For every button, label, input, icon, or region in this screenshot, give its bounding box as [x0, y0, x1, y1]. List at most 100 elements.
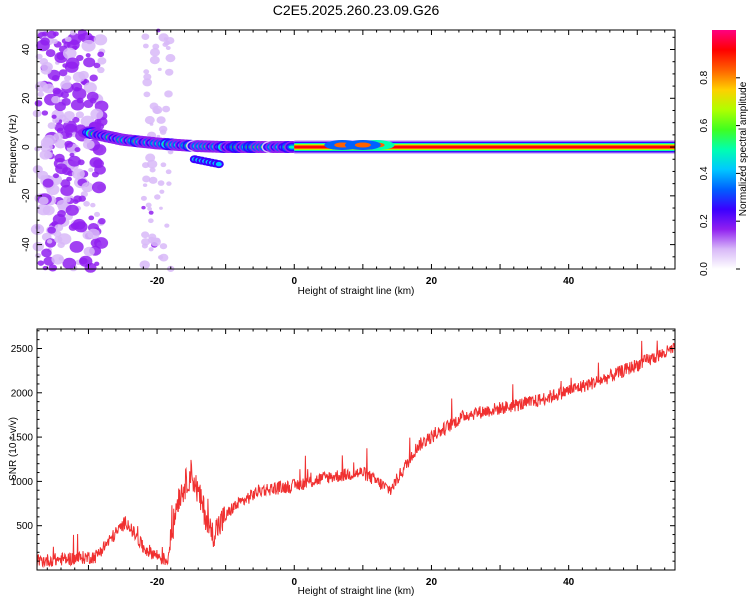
heatmap-y-ticks: -40 -20 0 20 40: [21, 36, 675, 270]
heatmap-noise-blob: [54, 224, 64, 232]
heatmap-noise-blob: [149, 55, 160, 65]
heatmap-noise-blob: [72, 71, 86, 83]
heatmap-noise-blob: [141, 238, 151, 246]
snr-x-tick-label: -20: [150, 577, 165, 588]
heatmap-noise-blob: [145, 153, 156, 162]
heatmap-noise-blob: [143, 69, 150, 75]
heatmap-noise-blob: [67, 39, 80, 51]
heatmap-noise-blob: [60, 80, 72, 90]
heatmap-noise-blob: [162, 42, 169, 47]
heatmap-noise-blob: [63, 41, 71, 48]
colorbar: 0.0 0.2 0.4 0.6 0.8 Normalized spectral ampl…: [699, 30, 749, 276]
heatmap-noise-blob: [51, 114, 57, 119]
heatmap-noise-blob: [159, 253, 169, 262]
heatmap-noise-blob: [94, 261, 100, 267]
snr-frame: [36, 328, 676, 571]
heatmap-noise-blob: [165, 53, 176, 63]
heatmap-noise-blob: [98, 218, 106, 225]
heatmap-noise-blob: [46, 239, 53, 244]
heatmap-noise-blob: [38, 196, 49, 206]
heatmap-noise-blob: [62, 257, 77, 270]
snr-xlabel: Height of straight line (km): [298, 586, 415, 597]
heatmap-noise-blob: [165, 169, 172, 175]
heatmap-noise-blob: [81, 182, 94, 193]
heatmap-noise-blob: [141, 231, 150, 239]
heatmap-noise-blob: [64, 140, 73, 148]
heatmap-noise-blob: [69, 241, 84, 253]
heatmap-noise-blob: [146, 159, 158, 169]
heatmap-noise-blob: [68, 223, 78, 231]
heatmap-noise-blob: [148, 176, 158, 184]
heatmap-noise-blob: [97, 66, 105, 74]
heatmap-noise-blob: [165, 36, 175, 45]
heatmap-noise-blob: [83, 137, 91, 144]
heatmap-noise-blob: [74, 147, 81, 153]
heatmap-noise-blob: [90, 108, 104, 120]
heatmap-noise-blob: [143, 73, 152, 81]
heatmap-y-tick-label: 40: [21, 44, 32, 56]
heatmap-noise-blob: [142, 183, 148, 187]
heatmap-noise-blob: [156, 116, 166, 124]
heatmap-noise-blob: [159, 243, 168, 250]
heatmap-noise-blob: [147, 206, 152, 211]
snr-y-ticks: 500 1000 1500 2000 2500: [11, 330, 675, 571]
heatmap-noise-blob: [89, 157, 103, 168]
heatmap-y-tick-label: -40: [21, 237, 32, 252]
heatmap-noise-blob: [52, 87, 61, 95]
snr-background: [37, 329, 675, 570]
heatmap-x-tick-label: -20: [150, 276, 165, 287]
heatmap-noise-blob: [30, 223, 45, 235]
heatmap-noise-blob: [66, 176, 72, 182]
heatmap-noise-blob: [39, 150, 51, 160]
heatmap-noise-blob: [159, 206, 163, 210]
heatmap-noise-blob: [90, 202, 96, 208]
heatmap-noise-blob: [143, 91, 151, 98]
heatmap-noise-blob: [41, 110, 49, 116]
heatmap-x-tick-label: 20: [426, 276, 438, 287]
heatmap-noise-blob: [96, 123, 105, 130]
heatmap-noise-blob: [152, 105, 163, 115]
snr-x-tick-label: 0: [291, 577, 297, 588]
heatmap-noise-blob: [64, 36, 72, 42]
heatmap-noise-blob: [62, 47, 77, 60]
heatmap-noise-blob: [149, 167, 156, 173]
chart-title: C2E5.2025.260.23.09.G26: [272, 2, 440, 18]
heatmap-y-tick-label: 0: [21, 144, 32, 150]
heatmap-noise-blob: [164, 223, 170, 228]
heatmap-noise-blob: [85, 53, 91, 58]
heatmap-noise-blob: [165, 68, 174, 76]
heatmap-noise-blob: [83, 57, 96, 68]
colorbar-tick-label: 0.8: [699, 70, 710, 84]
heatmap-noise-blob: [141, 243, 148, 249]
heatmap-noise-blob: [35, 81, 48, 92]
heatmap-x-tick-label: 0: [291, 276, 297, 287]
heatmap-noise-blob: [62, 120, 77, 133]
heatmap-noise-blob: [41, 61, 53, 72]
heatmap-noise-blob: [71, 168, 85, 180]
heatmap-noise-blob: [141, 205, 146, 210]
heatmap-noise-blob: [88, 215, 95, 221]
heatmap-noise-blob: [157, 67, 162, 72]
heatmap-noise-blob: [51, 95, 61, 104]
heatmap-noise-blob: [93, 211, 101, 217]
heatmap-noise-blob: [148, 218, 154, 224]
heatmap-noise-blob: [65, 132, 73, 138]
heatmap-noise-blob: [45, 49, 56, 58]
snr-y-tick-label: 1500: [11, 433, 34, 444]
snr-y-tick-label: 500: [16, 521, 33, 532]
heatmap-noise-blob: [77, 33, 86, 41]
heatmap-noise-blob: [160, 162, 167, 168]
heatmap-y-tick-label: -20: [21, 188, 32, 203]
colorbar-ticks: 0.0 0.2 0.4 0.6 0.8: [699, 70, 740, 276]
heatmap-noise-blob: [63, 196, 71, 203]
heatmap-noise-blob: [53, 173, 60, 179]
heatmap-noise-blob: [145, 202, 152, 208]
snr-x-tick-label: 20: [426, 577, 438, 588]
heatmap-noise-blob: [81, 39, 96, 52]
heatmap-noise-blob: [150, 237, 161, 247]
heatmap-noise-blob: [83, 201, 90, 207]
heatmap-noise-blob: [166, 181, 172, 186]
heatmap-noise-blob: [34, 100, 43, 107]
heatmap-noise-blob: [72, 199, 79, 204]
heatmap-noise-blob: [48, 264, 58, 272]
